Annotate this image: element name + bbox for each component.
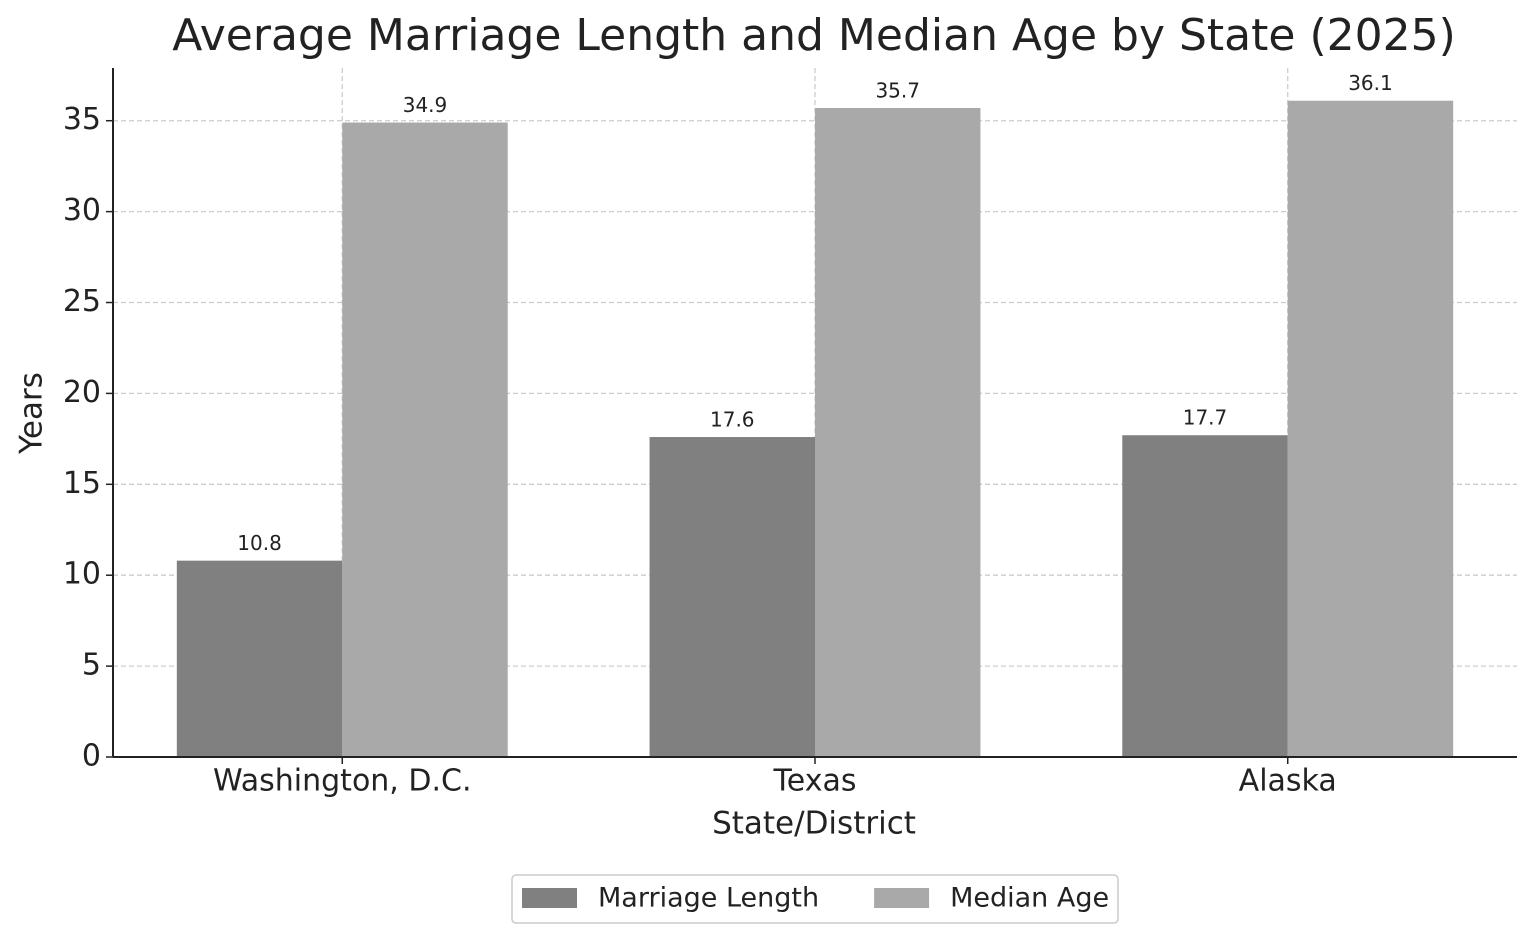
legend-label: Median Age xyxy=(950,883,1109,914)
bar xyxy=(1287,100,1454,757)
value-label: 34.9 xyxy=(403,93,448,117)
y-tick-label: 10 xyxy=(63,557,101,592)
x-axis-label: State/District xyxy=(712,806,916,842)
value-label: 17.6 xyxy=(710,408,755,432)
y-axis-label: Years xyxy=(14,372,50,455)
x-tick-label: Alaska xyxy=(1239,764,1337,799)
x-tick-label: Washington, D.C. xyxy=(213,764,472,799)
y-tick-label: 15 xyxy=(63,466,101,501)
y-tick-label: 20 xyxy=(63,375,101,410)
x-tick-label: Texas xyxy=(773,764,857,799)
value-label: 17.7 xyxy=(1183,406,1228,430)
chart-title: Average Marriage Length and Median Age b… xyxy=(172,10,1456,61)
y-tick-label: 30 xyxy=(63,193,101,228)
y-tick-label: 35 xyxy=(63,102,101,137)
y-tick-label: 0 xyxy=(82,739,101,774)
legend: Marriage Length Median Age xyxy=(511,874,1119,924)
value-label: 10.8 xyxy=(237,531,282,555)
legend-label: Marriage Length xyxy=(598,883,819,914)
bar xyxy=(649,437,815,757)
value-label: 36.1 xyxy=(1348,71,1393,95)
legend-swatch xyxy=(522,888,577,908)
y-tick-label: 5 xyxy=(82,648,101,683)
legend-swatch xyxy=(874,888,930,908)
bar xyxy=(1122,435,1288,757)
legend-box xyxy=(511,874,1119,924)
bar xyxy=(815,107,981,757)
y-tick-label: 25 xyxy=(63,284,101,319)
bar xyxy=(176,560,343,757)
value-label: 35.7 xyxy=(875,78,920,102)
bar xyxy=(342,122,508,757)
